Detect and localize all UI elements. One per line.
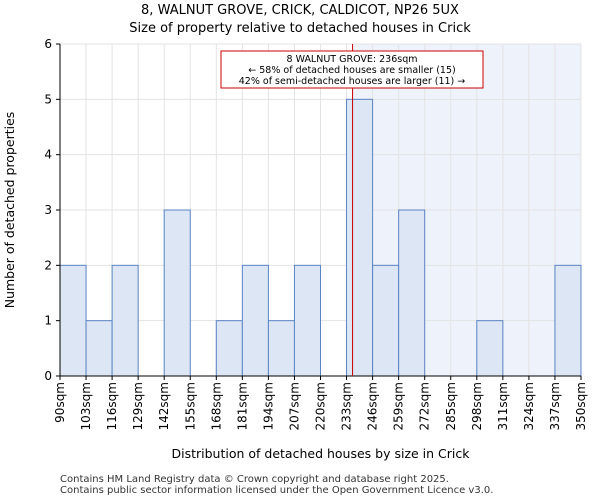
x-tick-label: 259sqm bbox=[392, 382, 406, 430]
x-tick-label: 311sqm bbox=[496, 382, 510, 430]
x-tick-label: 233sqm bbox=[340, 382, 354, 430]
x-tick-label: 298sqm bbox=[470, 382, 484, 430]
x-tick-label: 168sqm bbox=[209, 382, 223, 430]
annotation-line-2: ← 58% of detached houses are smaller (15… bbox=[248, 65, 455, 76]
histogram-bar bbox=[163, 209, 191, 377]
histogram-bar bbox=[215, 320, 243, 377]
histogram-bar bbox=[59, 264, 87, 377]
x-tick-label: 103sqm bbox=[79, 382, 93, 430]
y-tick-label: 5 bbox=[44, 92, 52, 106]
x-tick-label: 337sqm bbox=[548, 382, 562, 430]
x-tick-label: 220sqm bbox=[314, 382, 328, 430]
x-tick-label: 324sqm bbox=[522, 382, 536, 430]
y-tick-label: 4 bbox=[44, 148, 52, 162]
x-tick-label: 181sqm bbox=[235, 382, 249, 430]
histogram-bar bbox=[111, 264, 139, 377]
x-tick-label: 142sqm bbox=[157, 382, 171, 430]
chart-subtitle: Size of property relative to detached ho… bbox=[129, 21, 471, 36]
x-tick-label: 285sqm bbox=[444, 382, 458, 430]
histogram-bar bbox=[85, 320, 113, 377]
histogram-bar bbox=[372, 264, 400, 377]
y-tick-label: 0 bbox=[44, 369, 52, 383]
y-axis-title: Number of detached properties bbox=[2, 112, 17, 309]
footer-line-2: Contains public sector information licen… bbox=[60, 485, 494, 496]
y-tick-label: 1 bbox=[44, 314, 52, 328]
histogram-bar bbox=[476, 320, 504, 377]
histogram-bar bbox=[241, 264, 269, 377]
y-tick-label: 6 bbox=[44, 37, 52, 51]
x-tick-label: 155sqm bbox=[183, 382, 197, 430]
histogram-bar bbox=[398, 209, 426, 377]
x-tick-label: 246sqm bbox=[366, 382, 380, 430]
x-tick-label: 207sqm bbox=[287, 382, 301, 430]
histogram-bar bbox=[554, 264, 582, 377]
x-axis-title: Distribution of detached houses by size … bbox=[171, 446, 470, 461]
y-tick-label: 2 bbox=[44, 258, 52, 272]
x-tick-label: 350sqm bbox=[574, 382, 588, 430]
y-tick-label: 3 bbox=[44, 203, 52, 217]
annotation-line-1: 8 WALNUT GROVE: 236sqm bbox=[287, 54, 418, 65]
annotation-line-3: 42% of semi-detached houses are larger (… bbox=[239, 76, 466, 87]
x-tick-label: 129sqm bbox=[131, 382, 145, 430]
histogram-bar bbox=[293, 264, 322, 377]
x-tick-label: 194sqm bbox=[261, 382, 275, 430]
x-tick-label: 90sqm bbox=[53, 382, 67, 423]
chart-title: 8, WALNUT GROVE, CRICK, CALDICOT, NP26 5… bbox=[141, 3, 459, 18]
x-tick-label: 116sqm bbox=[105, 382, 119, 430]
histogram-bar bbox=[346, 98, 374, 377]
footer-line-1: Contains HM Land Registry data © Crown c… bbox=[60, 474, 449, 485]
histogram-bar bbox=[267, 320, 295, 377]
histogram-chart: 0 1 2 3 4 5 6 90sqm 103sqm 116sqm 129sqm 142sqm 155s… bbox=[2, 37, 588, 461]
annotation-box bbox=[220, 50, 484, 89]
x-tick-label: 272sqm bbox=[418, 382, 432, 430]
